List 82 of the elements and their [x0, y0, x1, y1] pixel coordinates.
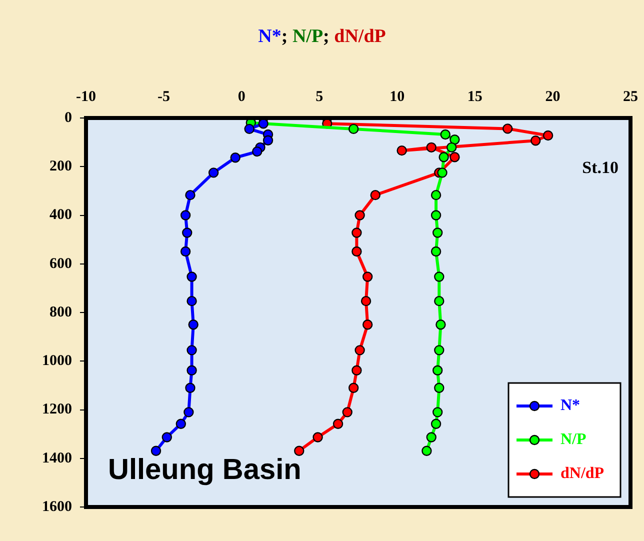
x-tick-label: 0: [238, 88, 246, 105]
y-tick-label: 1200: [42, 402, 72, 418]
point: [182, 228, 192, 238]
point: [186, 296, 197, 306]
point: [185, 190, 196, 200]
legend-label: dN/dP: [560, 465, 604, 482]
y-tick-label: 600: [50, 256, 72, 272]
x-tick-label: 25: [623, 88, 638, 105]
y-tick-label: 1000: [42, 353, 72, 369]
y-tick-label: 800: [50, 304, 72, 320]
point: [434, 296, 444, 306]
legend-label: N/P: [560, 431, 586, 448]
y-tick-label: 0: [64, 110, 72, 126]
x-tick-label: 15: [467, 88, 482, 105]
point: [432, 407, 443, 418]
y-tick-label: 1600: [42, 498, 72, 515]
y-tick-label: 400: [50, 207, 72, 224]
point: [450, 134, 460, 145]
point: [348, 124, 359, 134]
point: [426, 142, 436, 153]
point: [244, 124, 254, 134]
point: [436, 320, 446, 330]
point: [370, 190, 380, 200]
point: [432, 228, 443, 238]
point: [162, 432, 172, 442]
point: [230, 152, 240, 163]
point: [434, 382, 444, 393]
x-tick-label: 20: [545, 88, 560, 105]
point: [430, 210, 442, 220]
x-tick-label: -10: [76, 88, 96, 105]
annotation: Ulleung Basin: [108, 454, 302, 486]
point: [352, 246, 362, 257]
point: [186, 345, 197, 356]
point: [352, 365, 362, 376]
point: [186, 272, 197, 282]
point: [332, 418, 344, 429]
point: [396, 145, 407, 156]
point: [150, 446, 162, 456]
point: [180, 246, 191, 257]
point: [354, 210, 365, 220]
point: [362, 320, 373, 330]
point: [252, 146, 262, 157]
y-tick-label: 200: [50, 158, 72, 174]
point: [434, 345, 444, 356]
point: [262, 135, 274, 146]
point: [430, 190, 442, 200]
y-tick-label: 1400: [42, 450, 72, 466]
point: [184, 407, 194, 418]
point: [542, 130, 554, 141]
x-tick-label: 5: [316, 88, 324, 105]
point: [342, 407, 352, 418]
point: [180, 210, 191, 220]
point: [432, 365, 443, 376]
point: [348, 382, 359, 393]
point: [426, 432, 436, 442]
point: [352, 228, 362, 238]
legend-label: N*: [560, 397, 580, 414]
point: [312, 432, 323, 442]
x-tick-label: -5: [158, 88, 170, 105]
point: [450, 152, 460, 162]
point: [186, 365, 197, 376]
point: [437, 168, 448, 178]
point: [176, 418, 186, 429]
point: [434, 272, 444, 282]
point: [438, 152, 449, 162]
point: [440, 129, 450, 140]
point: [354, 345, 365, 356]
x-tick-label: 10: [390, 88, 405, 105]
point: [185, 382, 196, 393]
point: [446, 142, 457, 153]
point: [360, 296, 372, 306]
point: [294, 446, 304, 456]
point: [430, 418, 442, 429]
point: [188, 320, 198, 330]
point: [208, 168, 219, 178]
point: [530, 136, 541, 146]
point: [430, 246, 442, 257]
point: [502, 124, 513, 134]
point: [422, 446, 432, 456]
point: [362, 272, 373, 282]
annotation: St.10: [582, 158, 618, 177]
chart-title: N*; N/P; dN/dP: [258, 26, 386, 47]
